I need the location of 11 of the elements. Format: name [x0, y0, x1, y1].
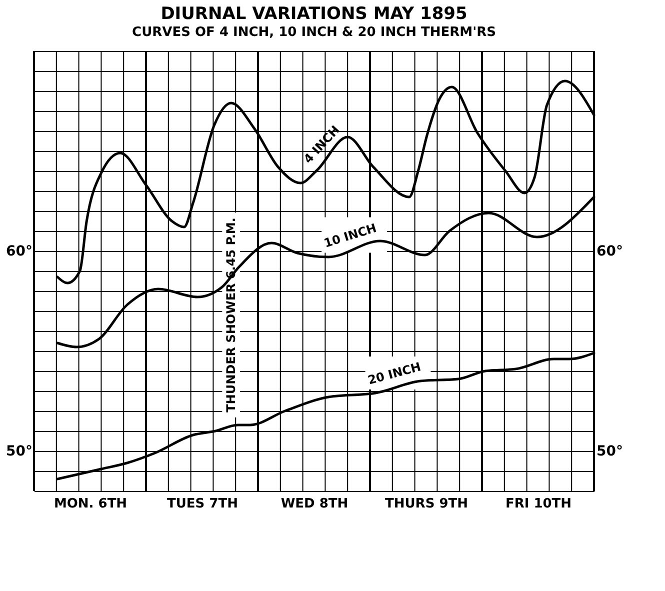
x-tick-label: WED 8TH: [280, 496, 348, 512]
y2-tick-label: 60°: [596, 244, 623, 260]
x-tick-label: TUES 7TH: [167, 496, 238, 512]
text: 20 INCH: [366, 360, 422, 388]
x-tick-label: MON. 6TH: [54, 496, 128, 512]
x-tick-label: FRI 10TH: [505, 496, 572, 512]
text: 10 INCH: [322, 220, 378, 250]
chart-subtitle: CURVES OF 4 INCH, 10 INCH & 20 INCH THERM'RS: [132, 25, 496, 40]
y2-tick-label: 50°: [596, 444, 623, 460]
x-tick-label: THURS 9TH: [385, 496, 468, 512]
chart-title: DIURNAL VARIATIONS MAY 1895: [160, 4, 468, 24]
